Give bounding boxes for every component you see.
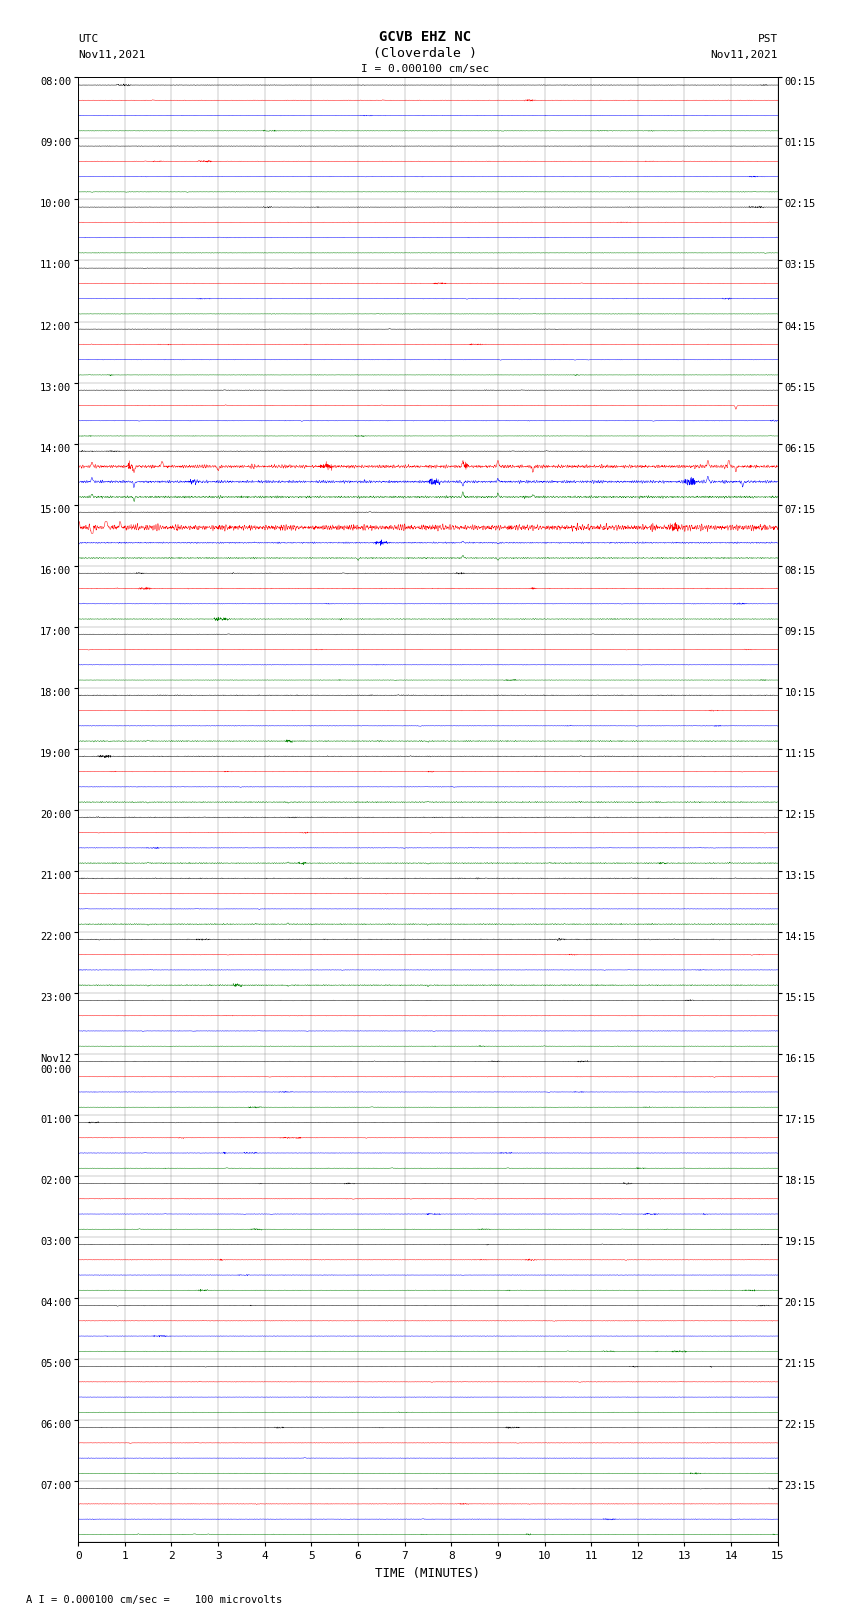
Text: A I = 0.000100 cm/sec =    100 microvolts: A I = 0.000100 cm/sec = 100 microvolts	[26, 1595, 281, 1605]
X-axis label: TIME (MINUTES): TIME (MINUTES)	[376, 1566, 480, 1579]
Text: I = 0.000100 cm/sec: I = 0.000100 cm/sec	[361, 65, 489, 74]
Text: PST: PST	[757, 34, 778, 44]
Text: (Cloverdale ): (Cloverdale )	[373, 47, 477, 60]
Text: UTC: UTC	[78, 34, 99, 44]
Text: Nov11,2021: Nov11,2021	[78, 50, 145, 60]
Text: GCVB EHZ NC: GCVB EHZ NC	[379, 29, 471, 44]
Text: Nov11,2021: Nov11,2021	[711, 50, 778, 60]
